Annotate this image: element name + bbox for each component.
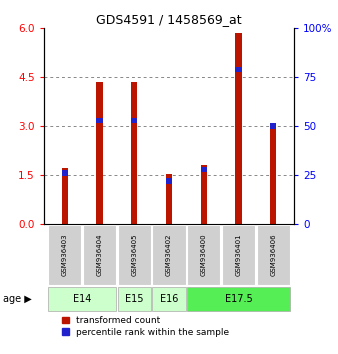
Bar: [166, 174, 172, 224]
Bar: [270, 124, 276, 129]
Text: GSM936402: GSM936402: [166, 234, 172, 276]
Bar: [235, 67, 242, 73]
Bar: [48, 287, 116, 311]
Bar: [83, 225, 116, 285]
Bar: [187, 287, 290, 311]
Text: GSM936404: GSM936404: [97, 234, 102, 276]
Bar: [201, 165, 207, 224]
Bar: [131, 82, 137, 224]
Legend: transformed count, percentile rank within the sample: transformed count, percentile rank withi…: [61, 315, 230, 337]
Text: GSM936406: GSM936406: [270, 234, 276, 276]
Text: age ▶: age ▶: [3, 294, 32, 304]
Text: GSM936401: GSM936401: [236, 234, 241, 276]
Text: GSM936405: GSM936405: [131, 234, 137, 276]
Text: E15: E15: [125, 294, 144, 304]
Bar: [48, 225, 81, 285]
Bar: [201, 166, 207, 172]
Bar: [131, 118, 137, 124]
Text: GSM936400: GSM936400: [201, 234, 207, 276]
Text: E14: E14: [73, 294, 91, 304]
Bar: [118, 287, 151, 311]
Text: E16: E16: [160, 294, 178, 304]
Bar: [166, 178, 172, 184]
Bar: [96, 118, 103, 124]
Text: E17.5: E17.5: [225, 294, 252, 304]
Bar: [235, 33, 242, 224]
Bar: [187, 225, 220, 285]
Text: GSM936403: GSM936403: [62, 234, 68, 276]
Bar: [257, 225, 290, 285]
Bar: [152, 225, 186, 285]
Bar: [118, 225, 151, 285]
Title: GDS4591 / 1458569_at: GDS4591 / 1458569_at: [96, 13, 242, 26]
Bar: [62, 168, 68, 224]
Bar: [62, 171, 68, 176]
Bar: [222, 225, 255, 285]
Bar: [96, 82, 103, 224]
Bar: [270, 124, 276, 224]
Bar: [152, 287, 186, 311]
